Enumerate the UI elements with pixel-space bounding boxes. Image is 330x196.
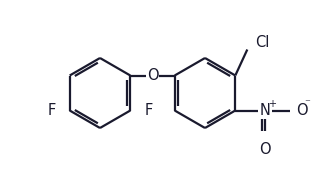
Text: +: + [268, 99, 276, 109]
Text: O: O [147, 68, 158, 83]
Text: ⁻: ⁻ [304, 99, 310, 109]
Text: F: F [48, 103, 56, 118]
Text: Cl: Cl [255, 35, 270, 50]
Text: N: N [260, 103, 271, 118]
Text: F: F [144, 103, 152, 118]
Text: O: O [296, 103, 308, 118]
Text: O: O [259, 142, 271, 156]
